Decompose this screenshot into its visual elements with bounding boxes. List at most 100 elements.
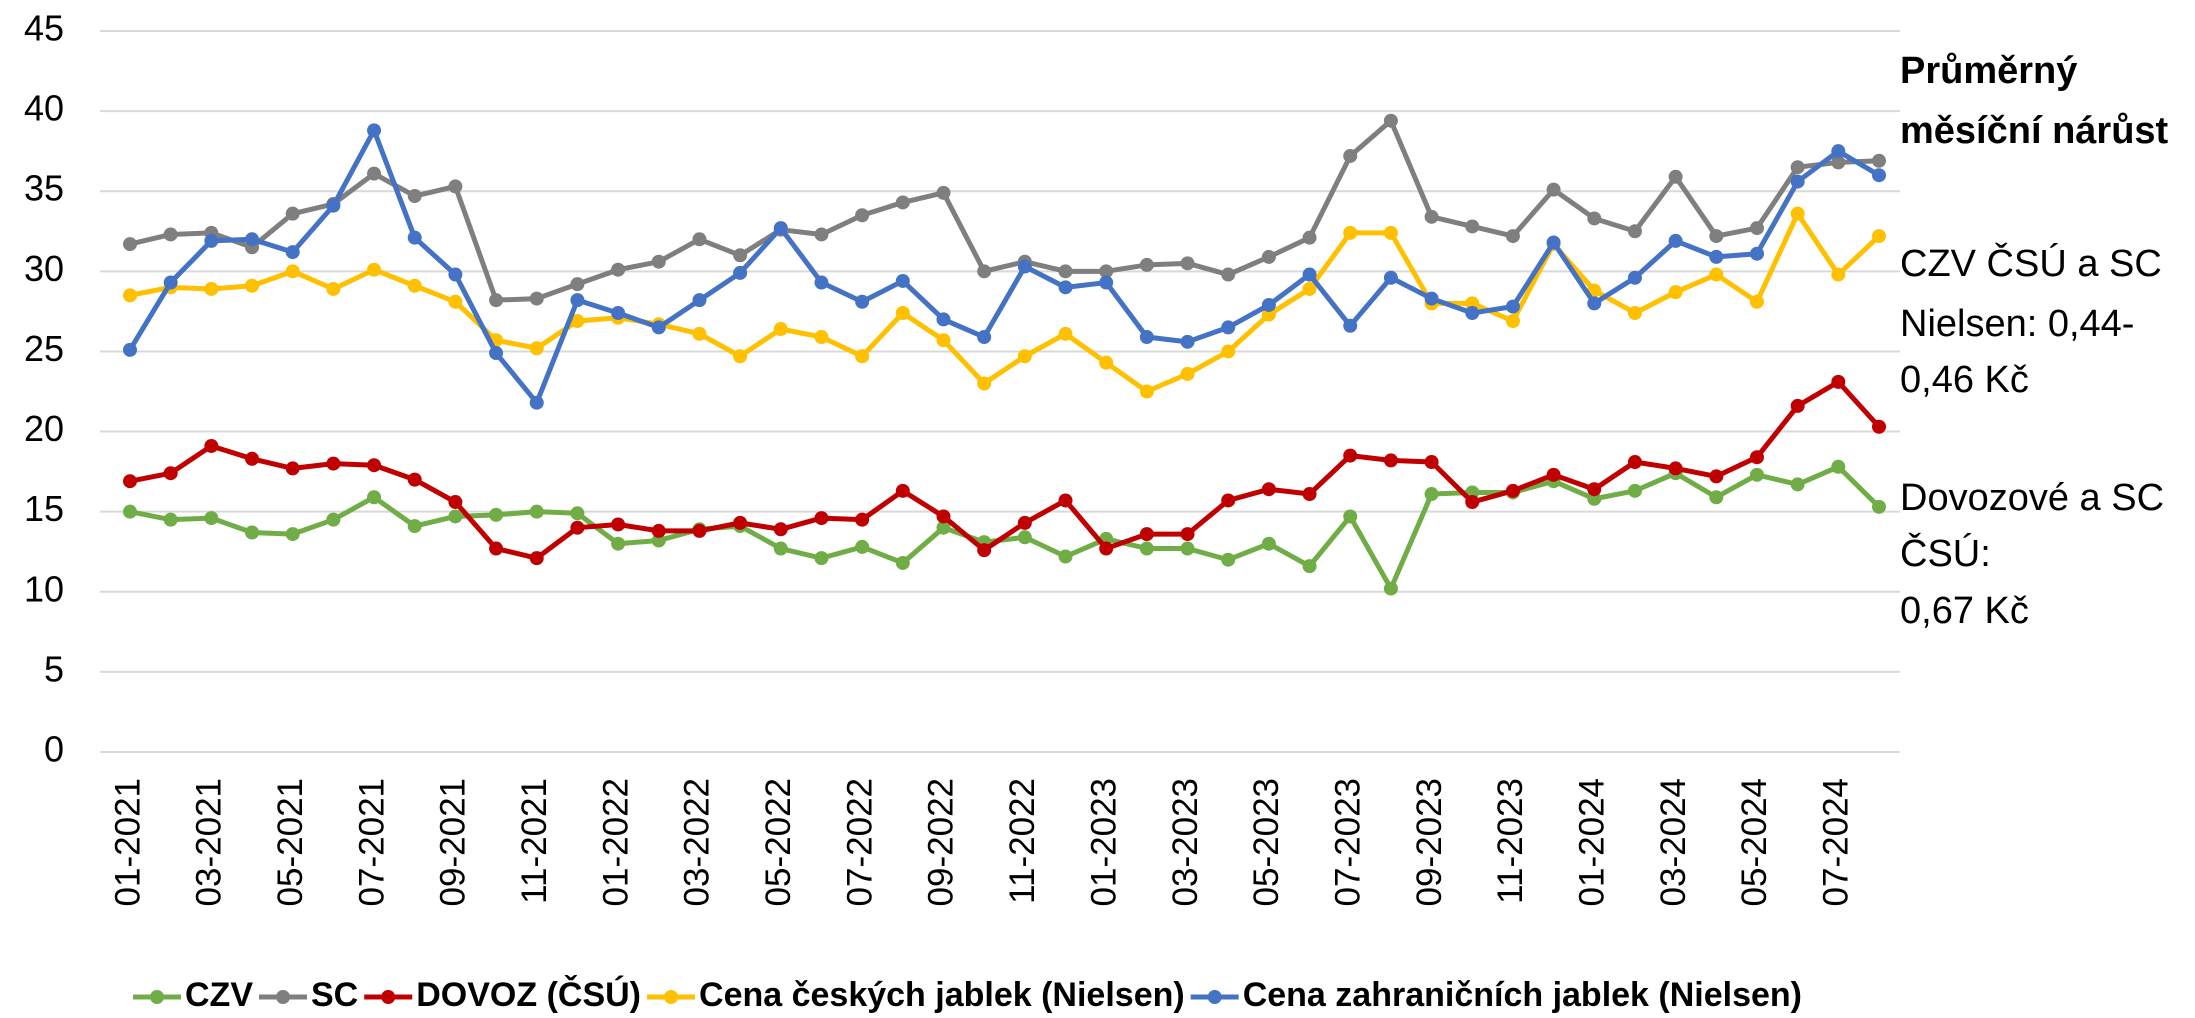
series-marker bbox=[285, 527, 300, 542]
series-marker bbox=[1709, 267, 1724, 282]
series-marker bbox=[895, 483, 910, 498]
legend-label: CZV bbox=[185, 976, 253, 1014]
series-marker bbox=[367, 262, 382, 277]
series-marker bbox=[773, 221, 788, 236]
x-tick-label: 03-2021 bbox=[190, 778, 229, 906]
x-tick-label: 01-2021 bbox=[108, 778, 147, 906]
series-marker bbox=[489, 293, 504, 308]
series-marker bbox=[733, 349, 748, 364]
series-marker bbox=[1709, 229, 1724, 244]
series-marker bbox=[570, 293, 585, 308]
series-marker bbox=[285, 264, 300, 279]
series-marker bbox=[814, 227, 829, 242]
series-marker bbox=[1302, 267, 1317, 282]
series-marker bbox=[733, 248, 748, 263]
series-marker bbox=[1383, 270, 1398, 285]
x-tick-label: 11-2023 bbox=[1491, 778, 1530, 904]
series-marker bbox=[448, 509, 463, 524]
legend-label: DOVOZ (ČSÚ) bbox=[416, 975, 641, 1014]
series-marker bbox=[489, 507, 504, 522]
series-marker bbox=[1505, 229, 1520, 244]
series-marker bbox=[895, 273, 910, 288]
series-marker bbox=[367, 123, 382, 138]
series-marker bbox=[285, 245, 300, 260]
series-marker bbox=[773, 322, 788, 337]
series-marker bbox=[245, 451, 260, 466]
series-marker bbox=[1343, 448, 1358, 463]
series-marker bbox=[407, 519, 422, 534]
series-marker bbox=[1058, 280, 1073, 295]
series-marker bbox=[1587, 296, 1602, 311]
series-marker bbox=[651, 254, 666, 269]
series-marker bbox=[814, 511, 829, 526]
series-marker bbox=[1790, 477, 1805, 492]
series-marker bbox=[1872, 168, 1886, 183]
series-marker bbox=[936, 185, 951, 200]
series-marker bbox=[692, 523, 707, 538]
series-marker bbox=[204, 438, 219, 453]
series-marker bbox=[448, 267, 463, 282]
series-marker bbox=[326, 198, 341, 213]
series-marker bbox=[895, 305, 910, 320]
series-marker bbox=[773, 541, 788, 556]
series-marker bbox=[1465, 495, 1480, 510]
series-marker bbox=[1627, 454, 1642, 469]
series-marker bbox=[1058, 549, 1073, 564]
series-marker bbox=[1343, 225, 1358, 240]
series-marker bbox=[651, 320, 666, 335]
series-marker bbox=[570, 506, 585, 521]
series-marker bbox=[1221, 320, 1236, 335]
series-marker bbox=[1261, 307, 1276, 322]
series-marker bbox=[1424, 209, 1439, 224]
series-marker bbox=[245, 232, 260, 247]
series-marker bbox=[1587, 491, 1602, 506]
legend-label: Cena zahraničních jablek (Nielsen) bbox=[1243, 976, 1802, 1014]
series-marker bbox=[1546, 467, 1561, 482]
x-tick-label: 09-2022 bbox=[922, 778, 961, 906]
annotation: 0,67 Kč bbox=[1900, 590, 2029, 632]
series-marker bbox=[1383, 225, 1398, 240]
series-marker bbox=[570, 277, 585, 292]
series-marker bbox=[1099, 541, 1114, 556]
y-tick-label: 10 bbox=[24, 568, 64, 609]
series-marker bbox=[977, 376, 992, 391]
series-marker bbox=[245, 278, 260, 293]
series-marker bbox=[814, 275, 829, 290]
series-marker bbox=[1221, 552, 1236, 567]
series-marker bbox=[163, 275, 178, 290]
series-marker bbox=[1790, 160, 1805, 175]
y-tick-label: 20 bbox=[24, 408, 64, 449]
series-marker bbox=[1749, 450, 1764, 465]
series-marker bbox=[1505, 483, 1520, 498]
series-marker bbox=[285, 206, 300, 221]
series-marker bbox=[1465, 219, 1480, 234]
series-marker bbox=[855, 294, 870, 309]
series-marker bbox=[1058, 326, 1073, 341]
y-tick-label: 45 bbox=[24, 8, 64, 49]
series-marker bbox=[1139, 527, 1154, 542]
series-marker bbox=[1139, 257, 1154, 272]
series-marker bbox=[814, 330, 829, 345]
annotation: Dovozové a SC bbox=[1900, 477, 2164, 519]
annotation-title: měsíční nárůst bbox=[1900, 110, 2169, 152]
series-marker bbox=[204, 233, 219, 248]
series-marker bbox=[1139, 541, 1154, 556]
series-marker bbox=[977, 330, 992, 345]
series-marker bbox=[1139, 384, 1154, 399]
series-marker bbox=[855, 512, 870, 527]
series-marker bbox=[1790, 174, 1805, 189]
series-marker bbox=[1709, 249, 1724, 264]
series-marker bbox=[1180, 541, 1195, 556]
annotation: CZV ČSÚ a SC bbox=[1900, 241, 2162, 285]
series-marker bbox=[936, 520, 951, 535]
series-marker bbox=[1627, 270, 1642, 285]
y-tick-label: 25 bbox=[24, 328, 64, 369]
series-marker bbox=[1424, 487, 1439, 502]
series-marker bbox=[448, 294, 463, 309]
annotation-title: Průměrný bbox=[1900, 50, 2077, 92]
series-marker bbox=[123, 474, 137, 489]
series-marker bbox=[1261, 536, 1276, 551]
series-marker bbox=[1749, 246, 1764, 261]
series-marker bbox=[1261, 482, 1276, 497]
